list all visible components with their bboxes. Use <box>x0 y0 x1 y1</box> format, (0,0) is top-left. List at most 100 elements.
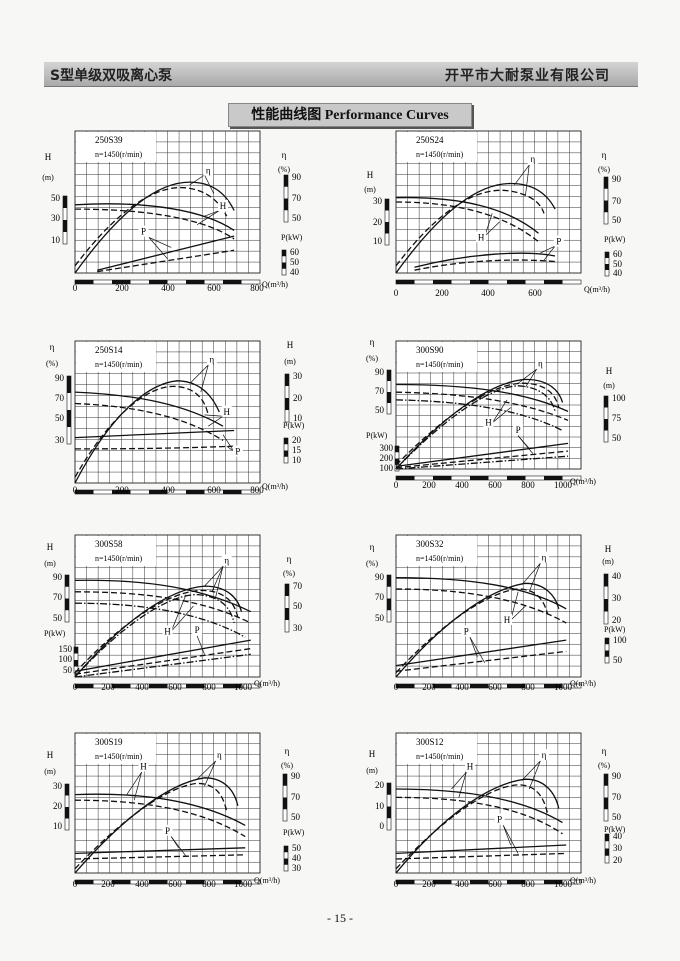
right-tick-label: 50 <box>612 812 622 822</box>
x-tick-label: 800 <box>521 480 535 490</box>
curve-leader-line <box>148 237 168 260</box>
power-axis-bar-seg <box>605 650 609 657</box>
curve-label: η <box>224 555 229 565</box>
left-axis-bar-seg <box>387 806 391 819</box>
curve-label-backdrop <box>214 749 225 761</box>
power-tick-label: 20 <box>292 435 302 445</box>
left-tick-label: 70 <box>53 592 63 602</box>
right-axis-unit: (%) <box>281 761 293 770</box>
left-axis-name: η <box>50 342 55 352</box>
left-axis-bar-seg <box>65 575 69 587</box>
x-tick-label: 0 <box>394 288 399 298</box>
performance-curve <box>74 579 252 613</box>
right-axis-bar-seg <box>283 774 287 786</box>
curve-leader-line <box>525 165 530 195</box>
x-axis-bar-seg <box>433 880 452 884</box>
right-axis-name: H <box>606 366 613 376</box>
chart-speed-label: n=1450(r/min) <box>95 360 143 369</box>
curve-label: η <box>531 154 536 164</box>
curve-leader-line <box>528 563 541 592</box>
series-title: S型单级双吸离心泵 <box>50 68 173 84</box>
x-tick-label: 200 <box>422 480 436 490</box>
right-tick-label: 70 <box>612 196 622 206</box>
right-tick-label: 90 <box>612 771 622 781</box>
x-axis-bar-seg <box>396 280 415 284</box>
x-tick-label: 400 <box>135 682 149 692</box>
curve-label: η <box>210 354 215 364</box>
performance-curve <box>395 455 569 470</box>
chart-300S58: 300S58 n=1450(r/min) 0 200 400 600 800 1000 Q(m³… <box>44 534 303 692</box>
x-tick-label: 400 <box>481 288 495 298</box>
performance-curve <box>74 203 235 231</box>
title-backdrop <box>76 536 156 566</box>
left-tick-label: 90 <box>53 572 63 582</box>
curve-leader-line <box>528 760 541 790</box>
curve-leader-line <box>517 368 537 384</box>
power-axis-bar-seg <box>284 450 288 457</box>
chart-300S19: 300S19 n=1450(r/min) 0 200 400 600 800 1000 Q(m³… <box>44 732 305 889</box>
x-tick-label: 200 <box>435 288 449 298</box>
curve-label-backdrop <box>465 760 475 772</box>
curve-label: P <box>497 815 502 825</box>
curve-label-backdrop <box>527 153 538 165</box>
curve-leader-line <box>133 772 142 801</box>
x-axis-bar-seg <box>149 280 168 284</box>
x-axis-bar-seg <box>112 280 131 284</box>
performance-curve <box>74 589 239 674</box>
curve-leader-line <box>148 237 172 248</box>
curve-label-backdrop <box>162 625 173 637</box>
x-tick-label: 400 <box>161 485 175 495</box>
chart-speed-label: n=1450(r/min) <box>416 752 464 761</box>
x-tick-label: 600 <box>207 485 221 495</box>
performance-curve <box>74 585 243 678</box>
chart-model-label: 300S12 <box>416 737 444 747</box>
left-axis-name: H <box>47 542 54 552</box>
x-axis-bar-seg <box>507 684 526 688</box>
performance-curve <box>414 259 556 271</box>
right-axis-bar-seg <box>285 374 289 386</box>
left-axis-bar-seg <box>65 598 69 611</box>
power-tick-label: 50 <box>290 257 300 267</box>
curve-leader-line <box>517 435 534 454</box>
x-axis-bar-seg <box>433 476 452 480</box>
curve-label-backdrop <box>203 164 214 176</box>
curve-label: P <box>141 227 146 237</box>
curve-leader-line <box>521 760 541 781</box>
performance-curve <box>395 784 549 870</box>
curve-leader-line <box>189 364 209 384</box>
power-axis-bar-seg <box>282 262 286 269</box>
left-tick-label: 50 <box>375 613 385 623</box>
left-axis-bar-seg <box>385 199 389 211</box>
x-tick-label: 200 <box>101 682 115 692</box>
power-tick-label: 100 <box>380 463 394 473</box>
performance-curve <box>97 235 235 271</box>
x-axis-label: Q(m³/h) <box>570 679 596 688</box>
performance-curve <box>74 799 246 838</box>
chart-speed-label: n=1450(r/min) <box>95 554 143 563</box>
performance-curve <box>395 442 569 468</box>
curve-label: H <box>478 232 485 242</box>
right-tick-label: 100 <box>612 393 626 403</box>
performance-curve <box>395 378 564 470</box>
title-backdrop <box>397 132 477 162</box>
x-tick-label: 600 <box>488 879 502 889</box>
performance-curve <box>395 196 539 234</box>
x-axis-bar-seg <box>396 880 415 884</box>
x-tick-label: 0 <box>394 682 399 692</box>
left-axis-unit: (m) <box>364 185 376 194</box>
chart-model-label: 250S14 <box>95 345 123 355</box>
curve-leader-line <box>204 210 220 217</box>
power-axis-name: P(kW) <box>604 235 626 244</box>
left-axis-unit: (m) <box>44 559 56 568</box>
right-axis-bar-seg <box>284 198 288 211</box>
power-axis-bar-seg <box>605 264 609 270</box>
right-axis-name: η <box>285 746 290 756</box>
performance-curve <box>395 383 569 412</box>
curve-leader-line <box>126 772 142 795</box>
right-tick-label: 30 <box>293 623 303 633</box>
x-axis-bar-seg <box>470 880 489 884</box>
right-tick-label: 70 <box>293 581 303 591</box>
right-tick-label: 30 <box>293 371 303 381</box>
